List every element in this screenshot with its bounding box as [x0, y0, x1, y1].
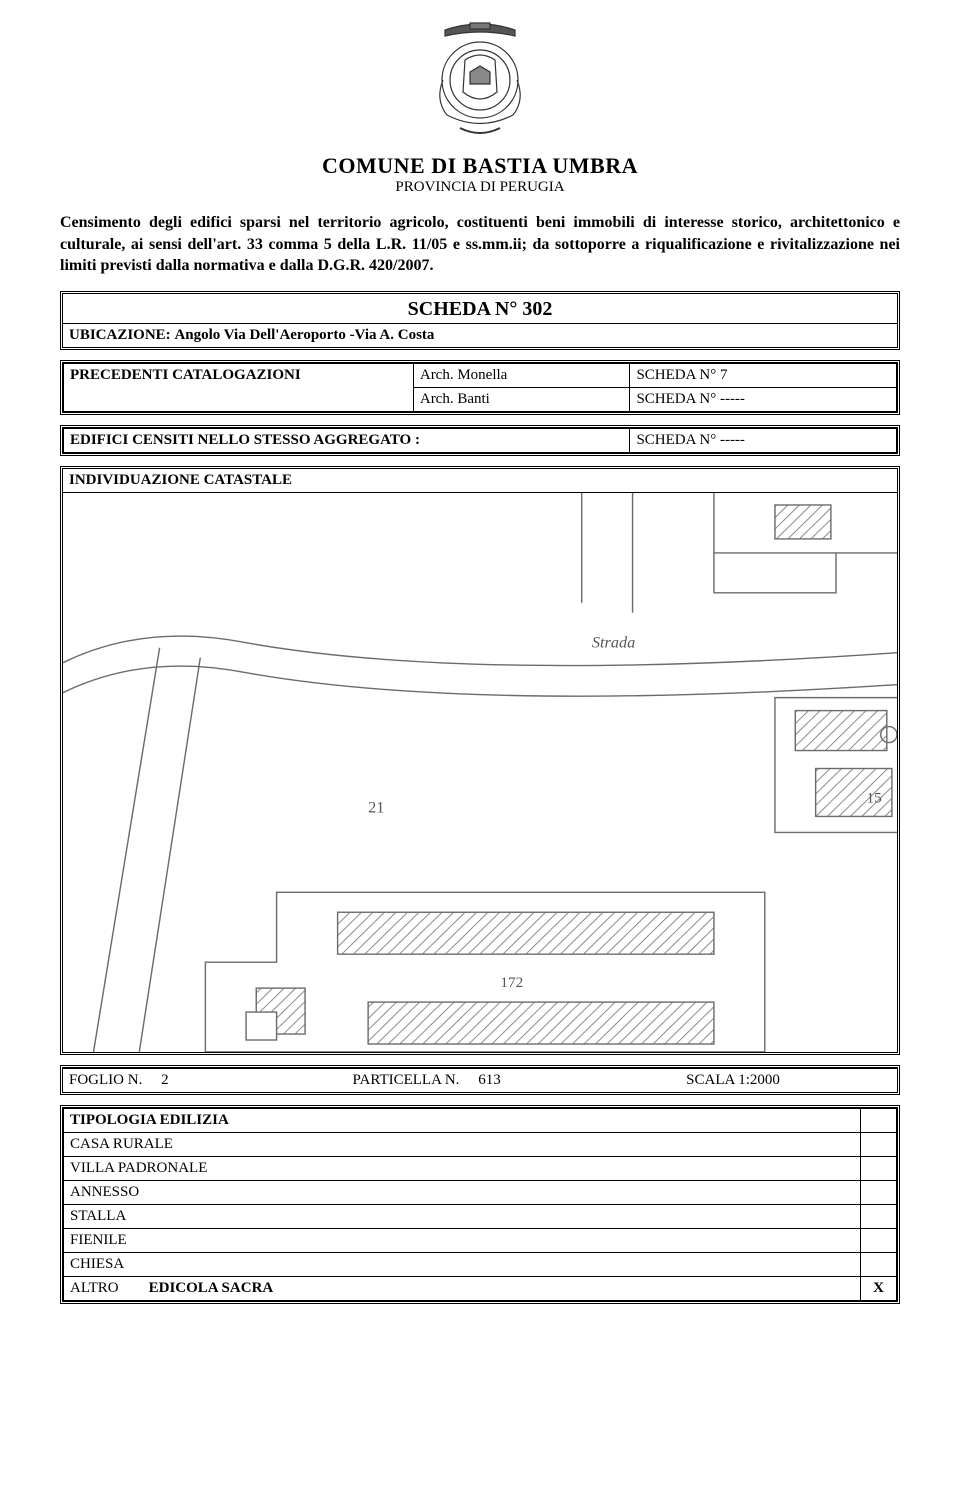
particella-label: PARTICELLA N. — [353, 1072, 460, 1088]
municipal-crest — [60, 20, 900, 145]
map-label-strada: Strada — [592, 635, 635, 652]
tip-row-5: CHIESA — [64, 1252, 861, 1276]
tip-mark-1 — [861, 1156, 897, 1180]
tip-row-0: CASA RURALE — [64, 1132, 861, 1156]
intro-paragraph: Censimento degli edifici sparsi nel terr… — [60, 212, 900, 277]
catastale-box: INDIVIDUAZIONE CATASTALE Strada — [60, 466, 900, 1055]
tip-row-altro: ALTRO EDICOLA SACRA — [64, 1276, 861, 1300]
tipologia-header: TIPOLOGIA EDILIZIA — [64, 1108, 861, 1132]
tip-mark-3 — [861, 1204, 897, 1228]
tip-row-2: ANNESSO — [64, 1180, 861, 1204]
tip-mark-0 — [861, 1132, 897, 1156]
doc-subtitle: PROVINCIA DI PERUGIA — [60, 179, 900, 196]
ubic-label: UBICAZIONE: — [69, 327, 171, 343]
altro-value: EDICOLA SACRA — [149, 1280, 274, 1296]
tip-mark-2 — [861, 1180, 897, 1204]
ec-value: SCHEDA N° ----- — [630, 428, 897, 452]
map-label-21: 21 — [368, 799, 384, 816]
particella-cell: PARTICELLA N. 613 — [347, 1069, 681, 1092]
precedenti-box: PRECEDENTI CATALOGAZIONI Arch. Monella S… — [60, 360, 900, 415]
subtitle-r1: ROVINCIA DI — [404, 179, 500, 195]
foglio-cell: FOGLIO N. 2 — [63, 1069, 347, 1092]
tip-mark-5 — [861, 1252, 897, 1276]
map-label-15: 15 — [866, 790, 881, 806]
pc-arch-0: Arch. Monella — [413, 363, 630, 387]
ec-label: EDIFICI CENSITI NELLO STESSO AGGREGATO : — [64, 428, 630, 452]
map-label-172: 172 — [500, 975, 523, 991]
edifici-censiti-box: EDIFICI CENSITI NELLO STESSO AGGREGATO :… — [60, 425, 900, 456]
tip-row-4: FIENILE — [64, 1228, 861, 1252]
foglio-value: 2 — [161, 1072, 169, 1088]
catastale-label: INDIVIDUAZIONE CATASTALE — [63, 469, 897, 492]
tip-mark-4 — [861, 1228, 897, 1252]
foglio-box: FOGLIO N. 2 PARTICELLA N. 613 SCALA 1:20… — [60, 1065, 900, 1095]
tip-row-1: VILLA PADRONALE — [64, 1156, 861, 1180]
cadastral-map: Strada 21 15 172 — [63, 492, 897, 1052]
particella-value: 613 — [478, 1072, 501, 1088]
ubic-value-text: Angolo Via Dell'Aeroporto -Via A. Costa — [174, 327, 434, 343]
subtitle-p1: P — [395, 179, 403, 195]
tipologia-header-mark — [861, 1108, 897, 1132]
pc-arch-1: Arch. Banti — [413, 387, 630, 411]
tip-row-3: STALLA — [64, 1204, 861, 1228]
scheda-title: SCHEDA N° 302 — [63, 294, 897, 323]
subtitle-p2: P — [500, 179, 508, 195]
scala-cell: SCALA 1:2000 — [680, 1069, 897, 1092]
scheda-box: SCHEDA N° 302 UBICAZIONE: Angolo Via Del… — [60, 291, 900, 350]
intro-text: Censimento degli edifici sparsi nel terr… — [60, 214, 900, 274]
doc-title: COMUNE DI BASTIA UMBRA — [60, 153, 900, 179]
pc-sch-1: SCHEDA N° ----- — [630, 387, 897, 411]
pc-sch-0: SCHEDA N° 7 — [630, 363, 897, 387]
ubicazione-row: UBICAZIONE: Angolo Via Dell'Aeroporto -V… — [63, 323, 897, 347]
tipologia-box: TIPOLOGIA EDILIZIA CASA RURALE VILLA PAD… — [60, 1105, 900, 1304]
altro-mark: X — [861, 1276, 897, 1300]
precedenti-label: PRECEDENTI CATALOGAZIONI — [64, 363, 414, 411]
foglio-label: FOGLIO N. — [69, 1072, 142, 1088]
subtitle-r2: ERUGIA — [508, 179, 565, 195]
altro-label: ALTRO — [70, 1280, 119, 1296]
